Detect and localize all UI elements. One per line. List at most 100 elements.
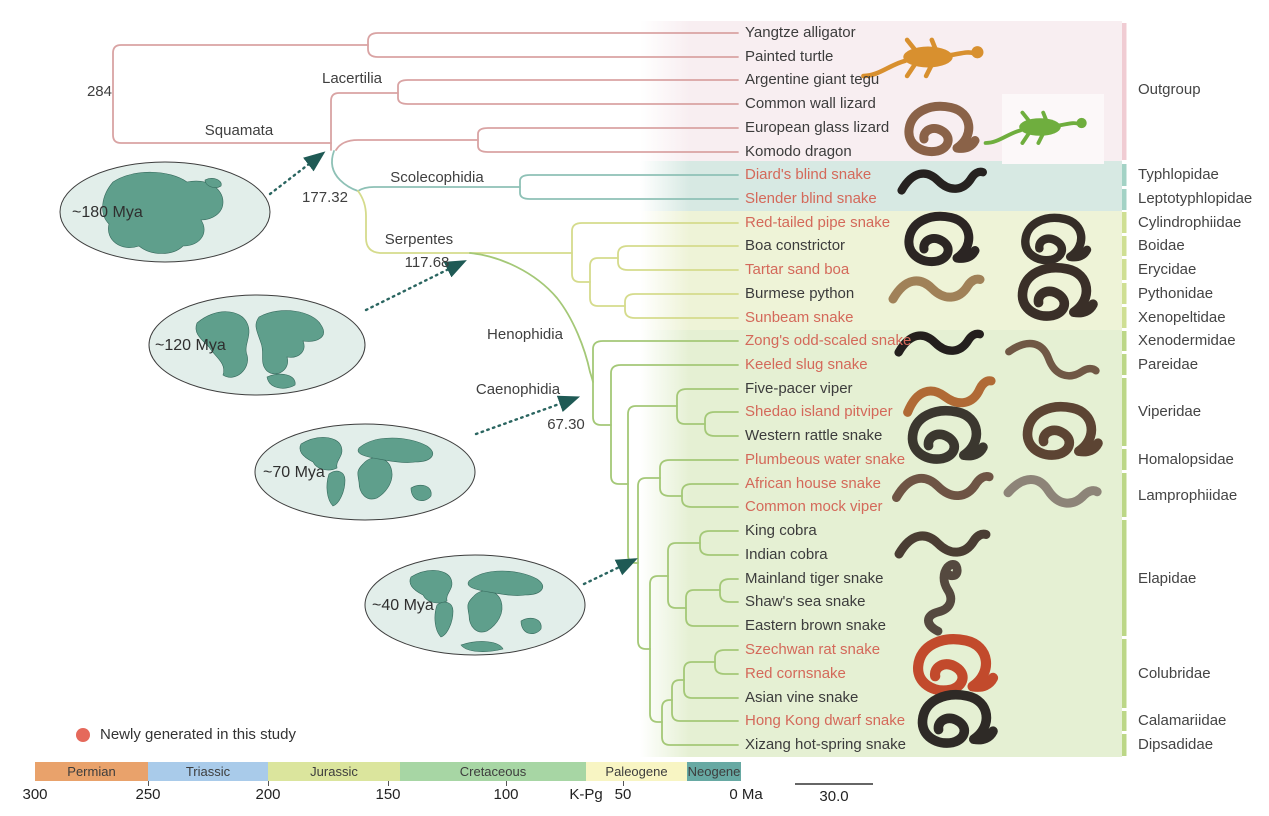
arrow-180mya-icon <box>268 151 326 196</box>
species-label: Argentine giant tegu <box>745 71 880 88</box>
family-label: Colubridae <box>1138 665 1211 682</box>
timescale-tick-label: 250 <box>135 786 161 803</box>
family-label: Leptotyphlopidae <box>1138 190 1253 207</box>
species-label: Xizang hot-spring snake <box>745 736 906 753</box>
geological-timescale: Permian Triassic Jurassic Cretaceous Pal… <box>35 762 741 781</box>
family-label: Boidae <box>1138 237 1185 254</box>
paleomap-40mya <box>364 554 586 656</box>
family-bar <box>1122 639 1127 708</box>
species-photo <box>1009 334 1096 389</box>
legend-label: Newly generated in this study <box>100 726 296 743</box>
timescale-tick-icon <box>388 781 389 786</box>
species-photo <box>922 695 993 743</box>
family-bars <box>1122 23 1127 756</box>
species-photo <box>1025 218 1087 260</box>
family-bar <box>1122 734 1127 756</box>
timescale-tick-label: K-Pg <box>569 786 603 803</box>
family-bar <box>1122 164 1127 186</box>
species-label: Asian vine snake <box>745 689 859 706</box>
species-label: Shaw's sea snake <box>745 593 866 610</box>
family-label: Pythonidae <box>1138 285 1214 302</box>
period-paleogene: Paleogene <box>586 762 687 781</box>
species-label: Plumbeous water snake <box>745 451 906 468</box>
species-label: Boa constrictor <box>745 237 846 254</box>
species-photo <box>896 476 989 497</box>
branch-length-scalebar <box>795 783 873 785</box>
family-label: Elapidae <box>1138 570 1197 587</box>
caenophidia-band <box>640 330 1122 757</box>
species-label: Red cornsnake <box>745 665 846 682</box>
paleomap-120mya <box>148 294 366 396</box>
family-bar <box>1122 520 1127 636</box>
family-bar <box>1122 449 1127 470</box>
species-label: European glass lizard <box>745 119 890 136</box>
family-bar <box>1122 189 1127 210</box>
species-label: Komodo dragon <box>745 143 852 160</box>
species-label: Keeled slug snake <box>745 356 868 373</box>
clade-label-squamata: Squamata <box>204 122 274 139</box>
species-photos <box>863 40 1098 743</box>
species-label: Sunbeam snake <box>745 309 854 326</box>
species-label: Mainland tiger snake <box>745 570 884 587</box>
scolecophidia-branches <box>331 150 739 200</box>
clade-label-scolecophidia: Scolecophidia <box>390 169 484 186</box>
species-photo <box>1022 268 1093 316</box>
family-bar <box>1122 236 1127 256</box>
species-label: Common wall lizard <box>745 95 876 112</box>
species-label: Zong's odd-scaled snake <box>745 332 912 349</box>
species-label: Tartar sand boa <box>745 261 850 278</box>
family-bar <box>1122 473 1127 517</box>
timescale-tick-label: 100 <box>493 786 519 803</box>
family-bar <box>1122 331 1127 351</box>
family-label: Dipsadidae <box>1138 736 1214 753</box>
species-label: Indian cobra <box>745 546 828 563</box>
node-age-caenophidia: 67.30 <box>547 416 585 433</box>
species-label: Hong Kong dwarf snake <box>745 712 906 729</box>
family-label: Xenopeltidae <box>1138 309 1226 326</box>
species-photo <box>899 534 986 554</box>
timescale-tick-icon <box>623 781 624 786</box>
family-label: Viperidae <box>1138 403 1202 420</box>
species-label: Common mock viper <box>745 498 883 515</box>
species-photo <box>912 411 983 459</box>
species-photo <box>902 172 983 191</box>
species-label: Shedao island pitviper <box>745 403 893 420</box>
period-neogene: Neogene <box>687 762 741 781</box>
species-label: Slender blind snake <box>745 190 877 207</box>
family-label: Outgroup <box>1138 81 1201 98</box>
map-label-180mya: ~180 Mya <box>72 204 143 221</box>
species-label: Diard's blind snake <box>745 166 872 183</box>
species-photo <box>909 216 975 261</box>
species-label: Painted turtle <box>745 48 834 65</box>
paleomap-70mya <box>254 423 476 521</box>
clade-label-henophidia: Henophidia <box>487 326 563 343</box>
species-label: Five-pacer viper <box>745 380 853 397</box>
timescale-tick-label: 200 <box>255 786 281 803</box>
clade-label-caenophidia: Caenophidia <box>475 381 561 398</box>
arrow-120mya-icon <box>364 260 467 312</box>
family-bar <box>1122 711 1127 731</box>
calibration-arrows <box>268 151 638 586</box>
species-label: Burmese python <box>745 285 855 302</box>
family-label: Calamariidae <box>1138 712 1227 729</box>
family-bar <box>1122 378 1127 446</box>
timescale-tick-icon <box>148 781 149 786</box>
clade-label-serpentes: Serpentes <box>384 231 454 248</box>
species-label: Yangtze alligator <box>745 24 856 41</box>
paleomap-180mya <box>59 161 271 263</box>
species-photo <box>983 110 1089 145</box>
outgroup-branches <box>112 32 739 153</box>
legend-dot-icon <box>76 728 90 742</box>
family-label: Lamprophiidae <box>1138 487 1238 504</box>
species-photo <box>918 639 993 690</box>
family-label: Homalopsidae <box>1138 451 1234 468</box>
period-triassic: Triassic <box>148 762 268 781</box>
map-label-40mya: ~40 Mya <box>372 597 434 614</box>
family-bar <box>1122 307 1127 328</box>
family-label: Cylindrophiidae <box>1138 214 1242 231</box>
clade-label-lacertilia: Lacertilia <box>321 70 383 87</box>
species-label: Western rattle snake <box>745 427 883 444</box>
family-label: Typhlopidae <box>1138 166 1219 183</box>
